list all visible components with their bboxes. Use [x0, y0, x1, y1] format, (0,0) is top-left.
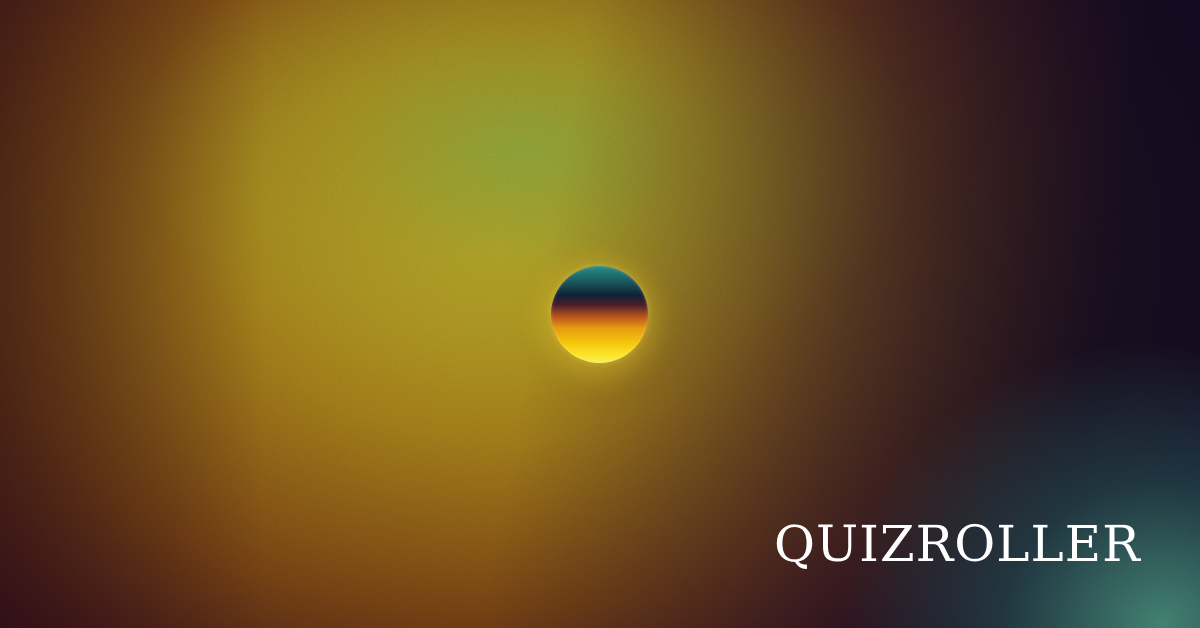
teal-corner-glow — [840, 338, 1200, 628]
brand-wordmark: QUIZROLLER — [774, 515, 1141, 573]
gradient-orb — [551, 266, 648, 363]
